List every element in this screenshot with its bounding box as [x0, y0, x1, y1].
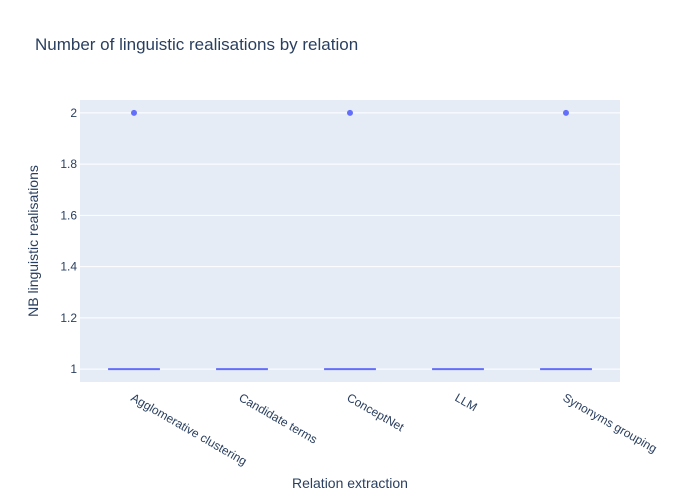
plot-area	[80, 100, 620, 382]
y-tick-label: 1.2	[60, 311, 77, 325]
box-trace	[108, 109, 160, 371]
outlier-point	[131, 109, 137, 116]
y-tick-label: 1.6	[60, 208, 77, 222]
x-tick-label: ConceptNet	[345, 390, 407, 434]
y-tick-label: 2	[70, 106, 77, 120]
y-axis-title: NB linguistic realisations	[25, 165, 41, 317]
chart-title: Number of linguistic realisations by rel…	[35, 35, 358, 54]
box-trace	[324, 109, 376, 371]
y-tick-label: 1.4	[60, 260, 77, 274]
x-tick-label: Synonyms grouping	[561, 390, 660, 455]
y-axis-ticks: 1 1.2 1.4 1.6 1.8 2	[60, 106, 77, 376]
x-tick-label: Agglomerative clustering	[129, 390, 250, 468]
outlier-point	[347, 109, 353, 116]
box-traces	[108, 109, 592, 371]
y-tick-label: 1.8	[60, 157, 77, 171]
x-tick-label: LLM	[453, 390, 480, 414]
outlier-point	[563, 109, 569, 116]
y-tick-label: 1	[70, 362, 77, 376]
x-tick-label: Candidate terms	[237, 390, 320, 446]
x-axis-title: Relation extraction	[292, 475, 408, 491]
box-trace	[540, 109, 592, 371]
